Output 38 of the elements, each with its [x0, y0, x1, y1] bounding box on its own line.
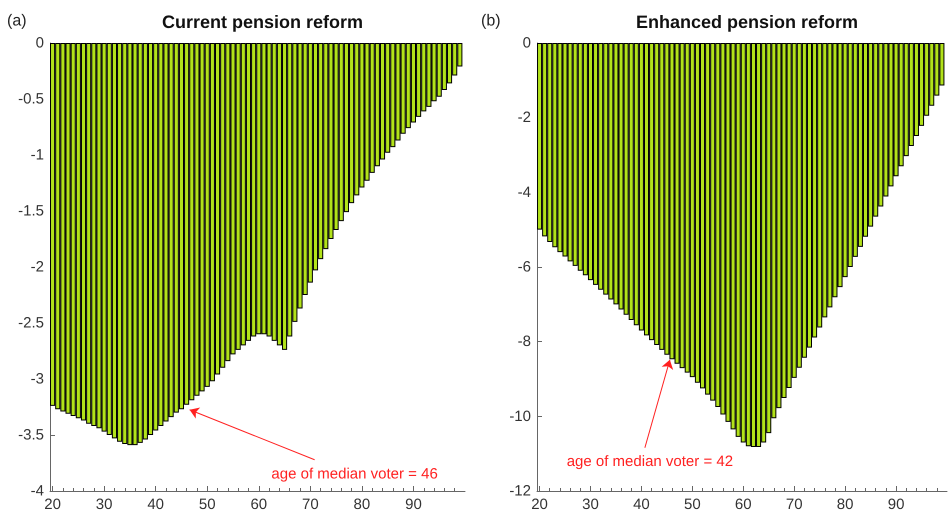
y-tick-label: -3 — [30, 370, 44, 388]
x-tick-label: 40 — [147, 496, 164, 513]
y-tick-label: -3.5 — [18, 426, 44, 444]
x-tick-label: 30 — [582, 496, 599, 513]
annotation: age of median voter = 42 — [566, 453, 734, 470]
annotation: age of median voter = 46 — [271, 465, 438, 482]
y-tick-label: -0.5 — [18, 90, 44, 108]
x-tick-label: 50 — [198, 496, 216, 513]
x-tick-label: 20 — [531, 496, 548, 513]
y-tick-label: -6 — [518, 258, 531, 276]
x-tick-label: 80 — [354, 496, 370, 513]
chart-title: Enhanced pension reform — [636, 12, 858, 32]
y-tick-label: -2 — [518, 109, 531, 126]
x-tick-label: 90 — [888, 496, 904, 513]
y-tick-label: -4 — [518, 184, 531, 201]
y-tick-label: -10 — [509, 408, 531, 425]
chart-subtitle: (b) — [481, 12, 501, 30]
y-tick-label: 0 — [36, 34, 44, 52]
y-tick-label: -8 — [518, 333, 531, 350]
y-tick-label: -4 — [30, 482, 44, 500]
x-tick-label: 40 — [633, 496, 650, 513]
chart-title: Current pension reform — [162, 12, 364, 32]
x-tick-label: 80 — [836, 496, 854, 513]
x-tick-label: 70 — [786, 496, 803, 513]
y-tick-label: -12 — [509, 482, 531, 500]
x-tick-label: 90 — [405, 496, 422, 513]
x-tick-label: 60 — [734, 496, 752, 513]
y-tick-label: -1 — [30, 146, 44, 164]
y-tick-label: 0 — [522, 34, 531, 52]
x-tick-label: 70 — [302, 496, 319, 513]
y-tick-label: -2.5 — [18, 314, 44, 332]
x-tick-label: 60 — [250, 496, 268, 513]
y-tick-label: -1.5 — [18, 202, 44, 220]
y-tick-label: -2 — [30, 258, 44, 276]
x-tick-label: 30 — [96, 496, 112, 513]
x-tick-label: 50 — [684, 496, 701, 513]
chart-subtitle: (a) — [7, 12, 27, 30]
x-tick-label: 20 — [44, 496, 61, 513]
